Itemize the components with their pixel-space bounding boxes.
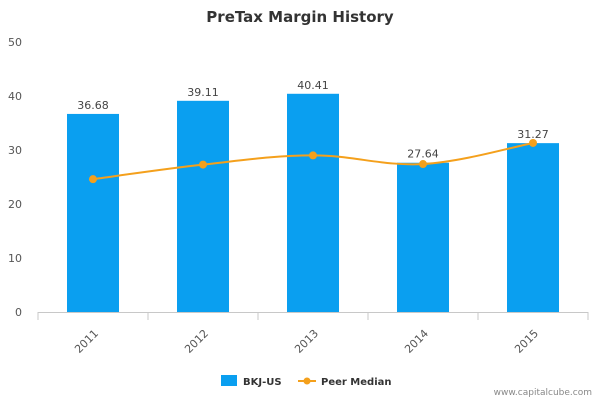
- x-tick-label: 2015: [512, 327, 541, 356]
- peer-median-point: [199, 160, 207, 169]
- y-tick-label: 0: [15, 306, 22, 319]
- bar-value-label: 36.68: [77, 99, 109, 112]
- x-tick-label: 2012: [182, 327, 211, 356]
- bar: [397, 162, 449, 312]
- peer-median-point: [89, 175, 97, 184]
- bar-value-label: 40.41: [297, 79, 329, 92]
- bar: [287, 93, 339, 312]
- x-tick-label: 2013: [292, 327, 321, 356]
- legend-swatch-peer-dot: [303, 377, 311, 385]
- bar: [177, 100, 229, 312]
- y-tick-label: 10: [8, 252, 22, 265]
- y-tick-label: 40: [8, 90, 22, 103]
- peer-median-point: [419, 160, 427, 169]
- chart-title: PreTax Margin History: [206, 8, 394, 26]
- x-tick-label: 2014: [402, 327, 431, 356]
- plot-area: 0 10 20 30 40 50 36.68 39.11 40.41 27.64 31.27 2011…: [8, 36, 589, 356]
- peer-median-point: [529, 138, 537, 147]
- credit-text: www.capitalcube.com: [494, 388, 592, 398]
- legend-label-bkj: BKJ-US: [243, 377, 282, 388]
- bar-value-label: 27.64: [407, 148, 439, 161]
- x-tick-label: 2011: [72, 327, 101, 356]
- bar: [507, 143, 559, 312]
- y-tick-label: 50: [8, 36, 22, 49]
- bar-value-label: 31.27: [517, 128, 549, 141]
- legend-label-peer: Peer Median: [321, 377, 392, 388]
- bar-value-label: 39.11: [187, 86, 219, 99]
- legend: BKJ-US Peer Median: [221, 375, 392, 388]
- peer-median-point: [309, 151, 317, 160]
- y-tick-label: 30: [8, 144, 22, 157]
- y-tick-label: 20: [8, 198, 22, 211]
- bar: [67, 113, 119, 312]
- legend-swatch-bkj: [221, 375, 237, 386]
